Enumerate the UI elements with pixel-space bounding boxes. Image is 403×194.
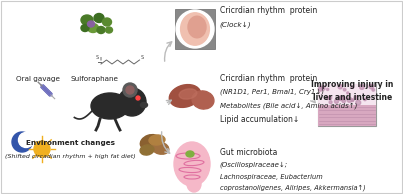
Text: Cricrdian rhythm  protein: Cricrdian rhythm protein [220,74,317,83]
Circle shape [351,86,353,88]
Ellipse shape [192,91,214,109]
Circle shape [320,86,323,89]
Ellipse shape [149,135,165,145]
Ellipse shape [87,23,98,33]
Circle shape [326,96,329,100]
Circle shape [354,96,357,100]
Text: ‖: ‖ [100,56,102,60]
Circle shape [329,101,332,104]
Circle shape [334,99,339,103]
Ellipse shape [141,102,147,107]
Circle shape [343,88,346,91]
Circle shape [19,133,33,147]
Circle shape [126,86,134,94]
Ellipse shape [106,27,112,33]
FancyBboxPatch shape [175,9,215,49]
Ellipse shape [102,18,112,26]
Circle shape [326,88,329,90]
FancyBboxPatch shape [318,84,376,105]
Text: (Clock↓): (Clock↓) [220,21,251,28]
Circle shape [359,85,364,89]
Ellipse shape [94,14,104,23]
Circle shape [352,99,354,101]
Circle shape [342,99,345,103]
Text: S: S [96,55,99,60]
Circle shape [347,97,352,102]
Circle shape [341,96,345,100]
Text: (Shifted circadian rhythm + high fat diet): (Shifted circadian rhythm + high fat die… [5,154,136,159]
Ellipse shape [179,89,197,99]
Circle shape [118,88,146,116]
Text: liver and intestine: liver and intestine [313,94,392,102]
Ellipse shape [81,15,93,25]
Circle shape [369,84,374,89]
Ellipse shape [97,27,105,34]
FancyBboxPatch shape [318,84,376,126]
Circle shape [34,141,50,157]
Circle shape [318,87,322,91]
Text: Lachnospiraceae, Eubacterium: Lachnospiraceae, Eubacterium [220,173,322,180]
Ellipse shape [169,85,201,107]
Ellipse shape [151,142,169,154]
Circle shape [347,92,349,94]
Ellipse shape [140,145,154,155]
Circle shape [328,96,332,100]
Ellipse shape [188,16,206,38]
Text: Metabolites (Bile acid↓, Amino acids↑): Metabolites (Bile acid↓, Amino acids↑) [220,102,357,109]
Circle shape [176,10,214,48]
Circle shape [12,132,32,152]
FancyBboxPatch shape [318,105,376,126]
Text: Cricrdian rhythm  protein: Cricrdian rhythm protein [220,6,317,15]
Text: (NR1D1, Per1, Bmal1, Cry1↓): (NR1D1, Per1, Bmal1, Cry1↓) [220,89,324,95]
Text: coprostanoligenes, Aliripes, Akkermansia↑): coprostanoligenes, Aliripes, Akkermansia… [220,185,365,191]
Ellipse shape [87,21,94,27]
Ellipse shape [140,135,160,149]
Text: Improving injury in: Improving injury in [312,80,394,89]
Ellipse shape [186,151,194,157]
Ellipse shape [181,13,210,45]
Ellipse shape [81,24,89,31]
Text: (Oscillospiraceae↓;: (Oscillospiraceae↓; [220,162,288,168]
Text: Gut microbiota: Gut microbiota [220,148,277,157]
Ellipse shape [187,176,201,192]
Circle shape [339,96,343,101]
Circle shape [356,100,361,105]
Text: Sulforaphane: Sulforaphane [71,76,118,81]
Circle shape [351,99,353,102]
Circle shape [372,89,375,91]
Circle shape [136,96,140,100]
Circle shape [321,86,325,90]
Text: Environment changes: Environment changes [26,140,115,146]
Circle shape [123,83,137,97]
Circle shape [364,98,366,101]
Ellipse shape [91,93,129,119]
Ellipse shape [174,142,210,186]
Text: Oral gavage: Oral gavage [16,76,60,81]
Text: Lipid accumulation↓: Lipid accumulation↓ [220,115,299,124]
Circle shape [338,85,342,89]
Circle shape [337,96,341,100]
Text: S: S [140,55,143,60]
